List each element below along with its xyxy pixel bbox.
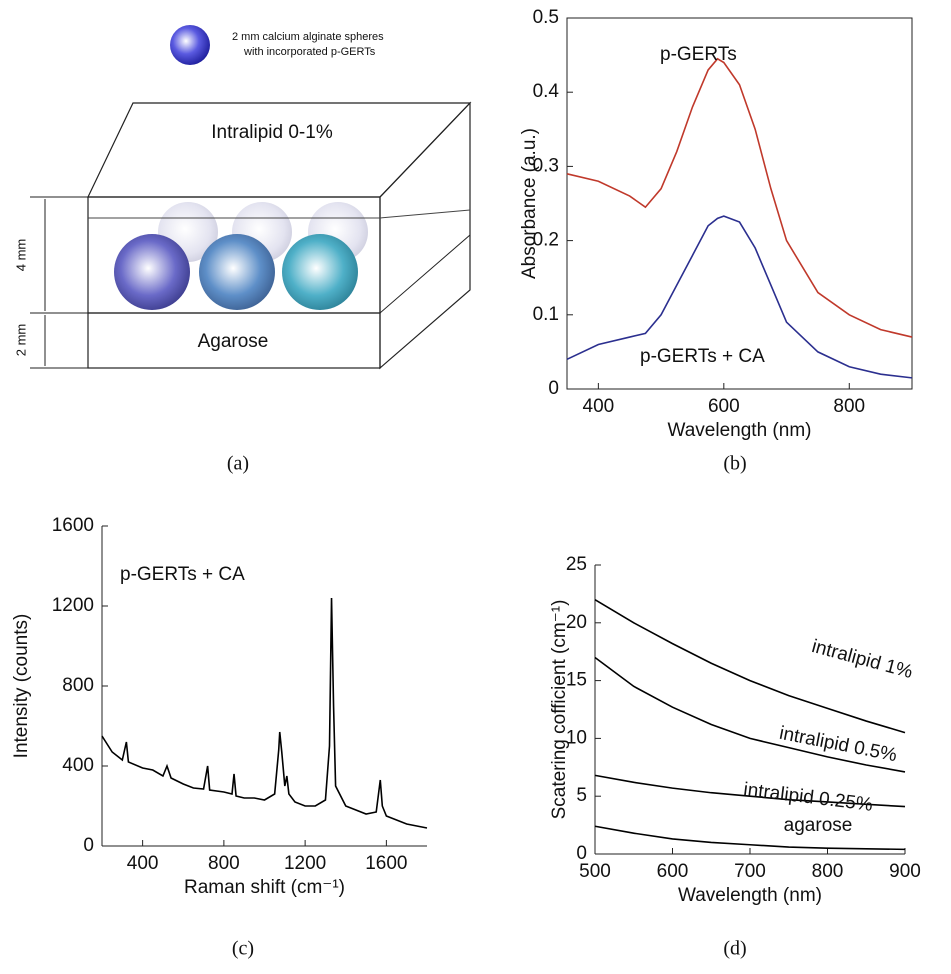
data-line: [101, 597, 428, 829]
sphere: [199, 234, 275, 310]
y-tick-label: 0.3: [533, 155, 559, 176]
y-tick-label: 25: [566, 554, 587, 575]
side-face: [379, 101, 471, 370]
x-tick-label: 900: [889, 861, 921, 882]
y-axis-label: Scatering cofficient (cm⁻¹): [549, 600, 570, 820]
series-label: intralipid 1%: [809, 636, 915, 683]
x-axis-label: Wavelength (nm): [668, 420, 812, 441]
panel-caption: (b): [723, 453, 746, 475]
agarose-layer: [87, 312, 381, 369]
legend-sphere: [170, 25, 210, 65]
legend-text: 2 mm calcium alginate spheres: [232, 31, 384, 43]
data-line: [566, 215, 913, 379]
y-tick-label: 0: [548, 378, 559, 399]
sphere: [114, 234, 190, 310]
y-tick-label: 0.1: [533, 304, 559, 325]
top-label: Intralipid 0-1%: [211, 122, 333, 143]
data-line: [594, 825, 906, 851]
x-axis-label: Raman shift (cm⁻¹): [184, 877, 345, 898]
series-label: p-GERTs + CA: [640, 346, 765, 367]
series-label: p-GERTs: [660, 44, 737, 65]
layer-line: [379, 209, 471, 219]
top-face: [87, 102, 472, 198]
x-tick-label: 1200: [284, 853, 326, 874]
dim-label: 2 mm: [13, 324, 28, 357]
series-label: agarose: [784, 815, 853, 836]
bottom-label: Agarose: [198, 331, 269, 352]
x-tick-label: 500: [579, 861, 611, 882]
y-tick-label: 0.2: [533, 230, 559, 251]
annotation: p-GERTs + CA: [120, 564, 245, 585]
x-tick-label: 600: [708, 396, 740, 417]
y-tick-label: 800: [62, 675, 94, 696]
panel-caption: (a): [227, 453, 249, 475]
y-tick-label: 1200: [52, 595, 94, 616]
panel-caption: (c): [232, 938, 254, 960]
y-tick-label: 0: [83, 835, 94, 856]
y-tick-label: 15: [566, 670, 587, 691]
y-tick-label: 10: [566, 727, 587, 748]
x-tick-label: 600: [657, 861, 689, 882]
x-tick-label: 800: [812, 861, 844, 882]
dim-label: 4 mm: [13, 239, 28, 272]
data-line: [594, 656, 906, 773]
sphere: [282, 234, 358, 310]
diagram: 2 mm calcium alginate spheres with incor…: [13, 25, 472, 475]
y-tick-label: 400: [62, 755, 94, 776]
x-tick-label: 700: [734, 861, 766, 882]
y-tick-label: 20: [566, 612, 587, 633]
x-tick-label: 800: [833, 396, 865, 417]
x-tick-label: 400: [127, 853, 159, 874]
y-tick-label: 5: [576, 785, 587, 806]
y-tick-label: 0.5: [533, 7, 559, 28]
data-line: [594, 774, 906, 808]
x-tick-label: 800: [208, 853, 240, 874]
x-tick-label: 1600: [365, 853, 407, 874]
data-line: [594, 598, 906, 734]
panel-caption: (d): [723, 938, 746, 960]
series-label: intralipid 0.25%: [742, 779, 874, 816]
legend-text: with incorporated p-GERTs: [243, 46, 376, 58]
y-axis-label: Absorbance (a.u.): [519, 128, 540, 279]
y-tick-label: 1600: [52, 515, 94, 536]
x-axis-label: Wavelength (nm): [678, 885, 822, 906]
plot-frame: [566, 17, 913, 390]
data-line: [566, 57, 913, 338]
y-tick-label: 0.4: [533, 81, 560, 102]
y-axis-label: Intensity (counts): [11, 614, 32, 759]
x-tick-label: 400: [583, 396, 615, 417]
layer-line: [379, 234, 471, 314]
y-tick-label: 0: [576, 843, 587, 864]
